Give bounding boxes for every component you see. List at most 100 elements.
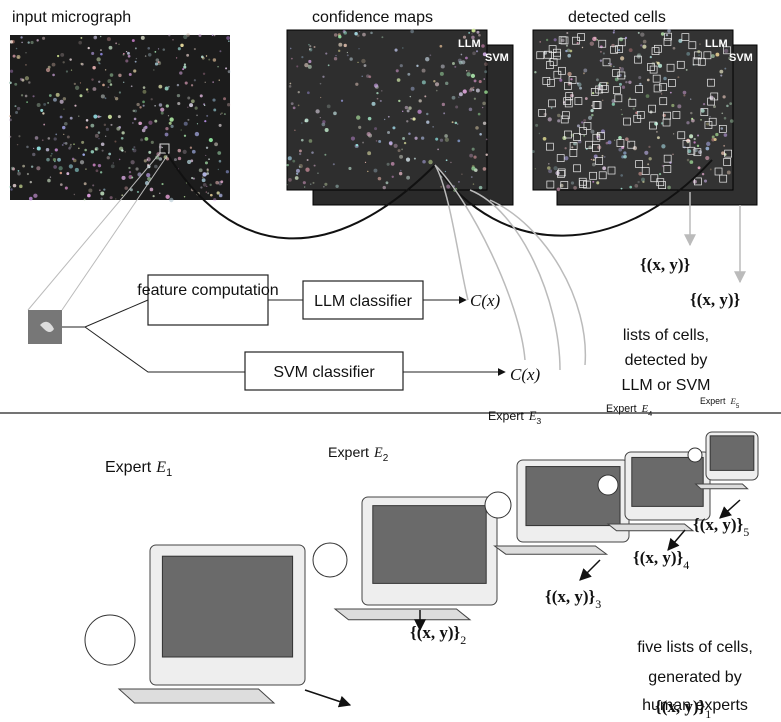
speck: [191, 177, 193, 179]
speck: [105, 136, 106, 137]
speck: [440, 72, 444, 76]
speck: [410, 118, 411, 119]
speck: [376, 92, 378, 94]
speck: [22, 165, 25, 168]
speck: [219, 194, 223, 198]
speck: [341, 100, 343, 102]
speck: [115, 198, 116, 199]
speck: [690, 98, 691, 99]
speck: [365, 162, 366, 163]
speck: [349, 57, 352, 60]
speck: [452, 121, 454, 123]
speck: [146, 173, 150, 177]
speck: [628, 81, 631, 84]
speck: [590, 109, 593, 112]
speck: [602, 166, 606, 170]
speck: [450, 162, 451, 163]
speck: [466, 70, 467, 71]
speck: [638, 76, 641, 79]
speck: [641, 178, 645, 182]
speck: [436, 90, 438, 92]
caption: detected by: [625, 352, 708, 369]
speck: [591, 114, 594, 117]
speck: [378, 177, 382, 181]
speck: [227, 103, 230, 106]
speck: [86, 126, 89, 129]
speck: [564, 156, 568, 160]
speck: [54, 137, 57, 140]
speck: [667, 29, 671, 33]
speck: [354, 32, 357, 35]
speck: [613, 66, 615, 68]
speck: [134, 118, 137, 121]
speck: [377, 98, 379, 100]
speck: [135, 61, 137, 63]
speck: [96, 169, 99, 172]
speck: [686, 69, 688, 71]
speck: [548, 163, 549, 164]
speck: [323, 186, 325, 188]
speck: [358, 48, 359, 49]
speck: [204, 120, 206, 122]
speck: [63, 134, 64, 135]
speck: [440, 139, 443, 142]
speck: [596, 78, 599, 81]
speck: [314, 46, 316, 48]
speck: [404, 142, 406, 144]
speck: [424, 95, 426, 97]
speck: [192, 150, 196, 154]
speck: [704, 179, 707, 182]
overlay-label: SVM: [485, 52, 509, 64]
speck: [148, 121, 152, 125]
speck: [100, 171, 102, 173]
speck: [328, 64, 330, 66]
speck: [159, 145, 162, 148]
speck: [155, 51, 157, 53]
speck: [100, 36, 101, 37]
speck: [51, 153, 53, 155]
expert-word: Expert: [606, 403, 637, 415]
speck: [43, 103, 46, 106]
speck: [60, 172, 63, 175]
speck: [459, 92, 463, 96]
speck: [184, 196, 185, 197]
speck: [629, 48, 633, 52]
speck: [577, 42, 579, 44]
speck: [592, 163, 596, 167]
speck: [670, 92, 672, 94]
speck: [223, 97, 226, 100]
speck: [362, 76, 363, 77]
speck: [148, 53, 152, 57]
speck: [73, 143, 74, 144]
box-label: feature computation: [137, 282, 278, 299]
speck: [333, 163, 335, 165]
speck: [226, 170, 229, 173]
speck: [686, 121, 689, 124]
speck: [362, 33, 366, 37]
speck: [289, 83, 291, 85]
speck: [600, 51, 602, 53]
speck: [10, 188, 12, 190]
speck: [706, 142, 710, 146]
speck: [80, 37, 82, 39]
speck: [88, 188, 92, 192]
speck: [178, 157, 181, 160]
speck: [124, 186, 128, 190]
speck: [687, 141, 689, 143]
speck: [139, 122, 142, 125]
speck: [37, 103, 41, 107]
speck: [724, 133, 728, 137]
speck: [47, 102, 49, 104]
speck: [471, 33, 472, 34]
speck: [298, 104, 300, 106]
speck: [673, 47, 676, 50]
speck: [121, 149, 123, 151]
speck: [422, 160, 426, 164]
speck: [322, 76, 324, 78]
speck: [109, 46, 113, 50]
speck: [102, 84, 105, 87]
speck: [611, 44, 615, 48]
speck: [661, 93, 663, 95]
speck: [344, 44, 347, 47]
speck: [287, 184, 288, 185]
